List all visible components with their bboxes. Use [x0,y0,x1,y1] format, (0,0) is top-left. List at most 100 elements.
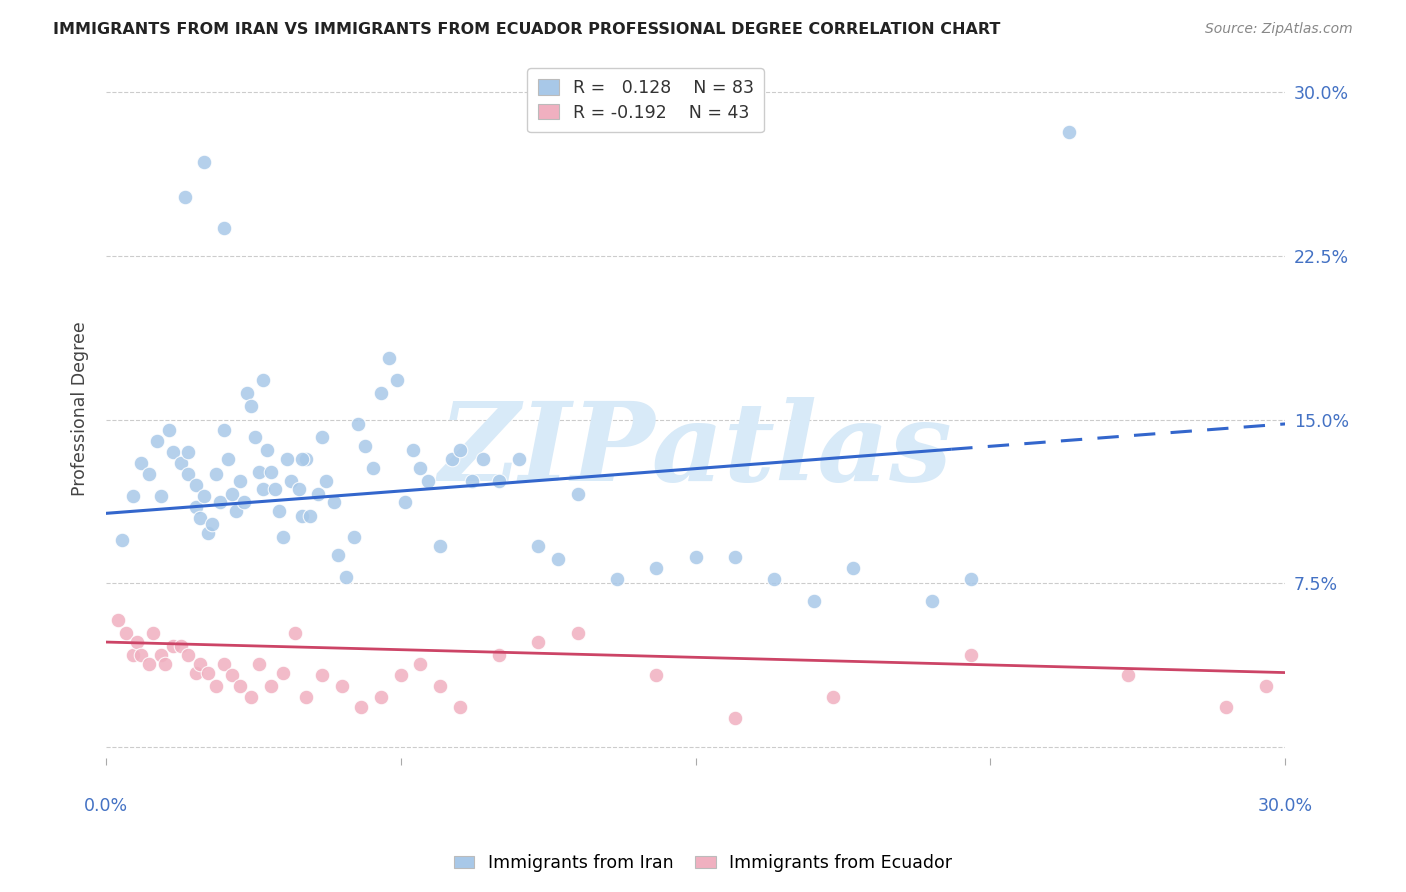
Point [346,417,368,431]
Point [205,467,228,481]
Point [527,635,550,649]
Y-axis label: Professional Degree: Professional Degree [72,321,89,496]
Point [225,504,247,518]
Point [354,439,377,453]
Point [330,679,353,693]
Point [460,474,482,488]
Point [803,593,825,607]
Point [440,451,463,466]
Point [370,690,392,704]
Point [567,486,589,500]
Point [645,561,668,575]
Point [208,495,231,509]
Point [311,430,333,444]
Point [508,451,530,466]
Text: IMMIGRANTS FROM IRAN VS IMMIGRANTS FROM ECUADOR PROFESSIONAL DEGREE CORRELATION : IMMIGRANTS FROM IRAN VS IMMIGRANTS FROM … [53,22,1001,37]
Point [188,657,211,671]
Point [169,456,191,470]
Point [240,690,263,704]
Point [240,400,263,414]
Point [921,593,943,607]
Point [370,386,392,401]
Point [326,548,349,562]
Point [221,667,243,681]
Point [186,665,208,680]
Point [350,700,373,714]
Text: 30.0%: 30.0% [1258,797,1313,814]
Point [114,626,136,640]
Point [173,190,195,204]
Point [197,665,219,680]
Point [252,483,274,497]
Point [401,443,423,458]
Text: ZIPatlas: ZIPatlas [439,397,953,504]
Point [228,474,250,488]
Point [271,665,294,680]
Point [724,549,747,564]
Point [162,445,184,459]
Point [221,486,243,500]
Point [724,711,747,725]
Point [153,657,176,671]
Point [264,483,287,497]
Point [295,451,318,466]
Point [177,467,200,481]
Point [385,373,408,387]
Point [193,155,215,169]
Point [107,613,129,627]
Point [409,657,432,671]
Point [201,517,224,532]
Point [389,667,412,681]
Point [129,456,152,470]
Point [527,539,550,553]
Point [256,443,278,458]
Point [212,657,235,671]
Point [142,626,165,640]
Point [361,460,384,475]
Point [127,635,149,649]
Point [284,626,307,640]
Point [217,451,239,466]
Point [409,460,432,475]
Point [378,351,401,366]
Point [1254,679,1277,693]
Point [236,386,259,401]
Point [212,424,235,438]
Point [186,478,208,492]
Point [138,467,160,481]
Point [342,530,364,544]
Point [193,489,215,503]
Point [429,539,451,553]
Point [276,451,298,466]
Point [323,495,346,509]
Point [149,648,172,662]
Point [394,495,416,509]
Point [271,530,294,544]
Point [122,648,145,662]
Point [547,552,569,566]
Point [488,648,510,662]
Point [146,434,169,449]
Legend: R =   0.128    N = 83, R = -0.192    N = 43: R = 0.128 N = 83, R = -0.192 N = 43 [527,69,763,132]
Point [842,561,865,575]
Point [247,657,270,671]
Point [335,569,357,583]
Point [138,657,160,671]
Point [212,220,235,235]
Point [260,679,283,693]
Text: 0.0%: 0.0% [84,797,128,814]
Point [205,679,228,693]
Point [488,474,510,488]
Legend: Immigrants from Iran, Immigrants from Ecuador: Immigrants from Iran, Immigrants from Ec… [447,847,959,879]
Point [291,451,314,466]
Point [418,474,440,488]
Point [197,526,219,541]
Text: Source: ZipAtlas.com: Source: ZipAtlas.com [1205,22,1353,37]
Point [162,640,184,654]
Point [280,474,302,488]
Point [177,648,200,662]
Point [245,430,267,444]
Point [188,510,211,524]
Point [299,508,322,523]
Point [606,572,628,586]
